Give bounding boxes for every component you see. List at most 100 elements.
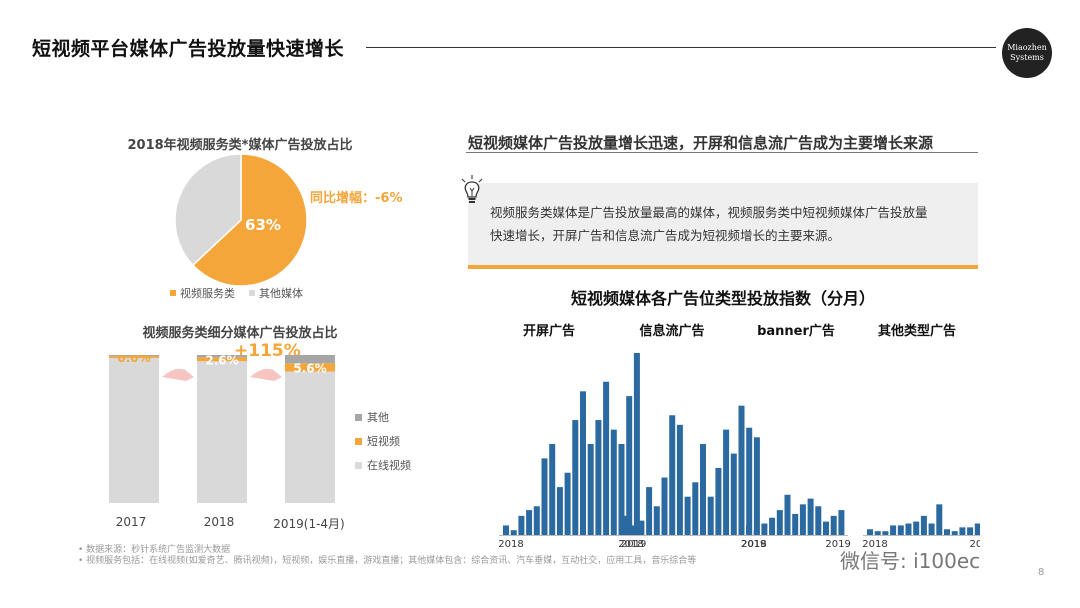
- monthly-bar: [556, 487, 563, 535]
- callout-line-2: 快速增长，开屏广告和信息流广告成为短视频增长的主要来源。: [490, 228, 841, 243]
- monthly-bar: [920, 515, 927, 535]
- callout-box: [468, 183, 978, 266]
- monthly-bar: [905, 523, 912, 535]
- monthly-bar: [959, 527, 966, 535]
- footnotes: • 数据来源：秒针系统广告监测大数据 • 视频服务包括：在线视频(如爱奇艺、腾讯…: [78, 545, 696, 567]
- monthly-bar: [572, 420, 579, 535]
- monthly-bar: [890, 525, 897, 535]
- page-number: 8: [1038, 567, 1045, 578]
- page-title: 短视频平台媒体广告投放量快速增长: [32, 38, 345, 60]
- stacked-segment-short-video: [197, 357, 247, 362]
- monthly-bar: [776, 510, 783, 535]
- monthly-bar: [510, 530, 517, 535]
- stacked-x-label-2017: 2017: [115, 515, 147, 529]
- trend-arrow: [162, 368, 194, 381]
- monthly-bar: [874, 531, 881, 535]
- stacked-segment-short-video: [109, 356, 159, 358]
- company-logo: Miaozhen Systems: [1002, 28, 1052, 78]
- monthly-bar: [603, 381, 610, 535]
- pie-chart: 63%: [174, 153, 308, 287]
- group-axis-start-label: 2018: [498, 539, 523, 550]
- monthly-bar: [882, 531, 889, 535]
- stacked-segment-short-video: [285, 363, 335, 372]
- logo-line-2: Systems: [1010, 53, 1044, 62]
- monthly-bar: [897, 525, 904, 535]
- monthly-bar: [676, 424, 683, 535]
- monthly-bar: [653, 506, 660, 535]
- monthly-bar: [661, 477, 668, 535]
- lightbulb-icon: [461, 175, 483, 203]
- legend-swatch: [249, 290, 255, 296]
- group-label-banner: banner广告: [757, 324, 835, 339]
- wechat-watermark: 微信号: i100ec: [840, 549, 981, 573]
- pie-slice-label: 63%: [245, 216, 281, 234]
- legend-swatch: [355, 437, 362, 445]
- monthly-bar: [799, 504, 806, 535]
- monthly-bar: [707, 496, 714, 535]
- monthly-bar: [830, 515, 837, 535]
- stacked-legend-item-short-video: 短视频: [355, 433, 411, 449]
- group-label-other: 其他类型广告: [877, 324, 956, 339]
- group-axis-end-label: 2019: [621, 539, 646, 550]
- legend-swatch: [355, 461, 362, 469]
- monthly-bar: [533, 506, 540, 535]
- monthly-bar: [503, 525, 509, 535]
- monthly-bar: [723, 429, 730, 535]
- footnote-definition: • 视频服务包括：在线视频(如爱奇艺、腾讯视频)，短视频，娱乐直播，游戏直播；其…: [78, 556, 697, 566]
- monthly-bar: [638, 520, 645, 535]
- monthly-bar: [769, 517, 776, 535]
- monthly-bar: [867, 529, 873, 535]
- monthly-bar: [518, 515, 525, 535]
- monthly-bar: [807, 498, 814, 535]
- monthly-bar: [669, 415, 676, 535]
- trend-arrow: [250, 368, 282, 381]
- stacked-data-label: 5.6%: [293, 361, 326, 375]
- pie-slice: [191, 153, 308, 287]
- monthly-bar: [928, 523, 935, 535]
- monthly-bar: [738, 405, 745, 535]
- monthly-bar: [753, 530, 760, 535]
- monthly-bar: [618, 444, 625, 535]
- callout-line-1: 视频服务类媒体是广告投放量最高的媒体，视频服务类中短视频媒体广告投放量: [490, 205, 928, 220]
- stacked-segment-other: [197, 355, 247, 358]
- stacked-bar-chart: 0.0% 2.6% 5.6%: [109, 355, 335, 503]
- monthly-bar: [967, 527, 974, 535]
- monthly-bar: [936, 504, 943, 535]
- pie-legend-item-other: 其他媒体: [249, 285, 303, 301]
- monthly-bar: [944, 529, 950, 535]
- section-header-divider: [466, 152, 978, 153]
- monthly-bar: [700, 444, 706, 535]
- monthly-bar: [974, 523, 980, 535]
- pie-legend-item-video: 视频服务类: [170, 285, 235, 301]
- group-axis-end-label: 2019: [969, 539, 980, 550]
- monthly-bar-chart: 20182019201820192018201920182019: [498, 353, 980, 550]
- stacked-growth-note: +115%: [234, 341, 301, 361]
- stacked-segment-online-video: [197, 361, 247, 503]
- monthly-bar: [761, 523, 768, 535]
- callout-accent-bar: [468, 265, 978, 269]
- monthly-bar: [951, 531, 958, 535]
- legend-label: 短视频: [367, 435, 400, 448]
- monthly-bar: [646, 487, 653, 535]
- pie-slice: [174, 153, 242, 267]
- monthly-bar: [549, 444, 556, 535]
- title-divider: [366, 47, 996, 48]
- stacked-legend: 其他 短视频 在线视频: [355, 409, 411, 473]
- stacked-segment-online-video: [109, 357, 159, 503]
- monthly-bar: [784, 494, 791, 535]
- group-label-splash: 开屏广告: [522, 324, 575, 339]
- monthly-bar: [815, 506, 822, 535]
- group-axis-end-label: 2019: [741, 539, 766, 550]
- monthly-bar: [715, 467, 722, 535]
- stacked-data-label: 2.6%: [205, 355, 238, 367]
- pie-growth-note: 同比增幅：-6%: [310, 191, 403, 206]
- footnote-source-text: 数据来源：秒针系统广告监测大数据: [86, 545, 231, 555]
- monthly-bar: [580, 391, 586, 535]
- monthly-bar: [730, 453, 737, 535]
- monthly-bar: [626, 396, 633, 535]
- pie-chart-title: 2018年视频服务类*媒体广告投放占比: [127, 138, 353, 153]
- stacked-segment-other: [285, 355, 335, 364]
- legend-label: 在线视频: [367, 459, 411, 472]
- pie-legend: 视频服务类 其他媒体: [170, 285, 303, 301]
- monthly-bar: [610, 429, 617, 535]
